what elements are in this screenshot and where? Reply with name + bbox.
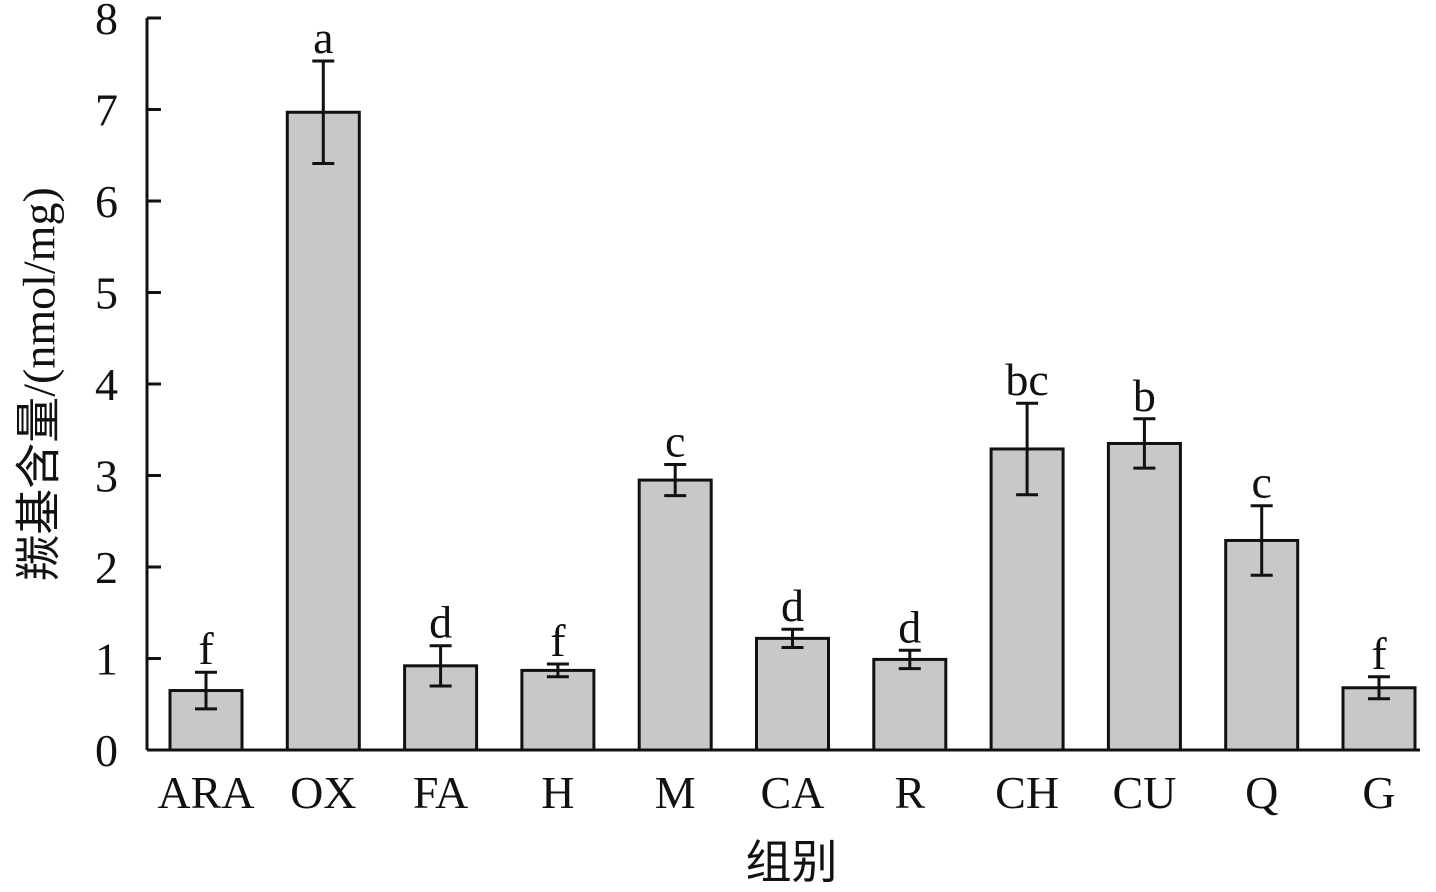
x-tick-label-ch: CH	[995, 767, 1059, 818]
significance-label-h: f	[550, 615, 566, 666]
bar-cu	[1106, 441, 1182, 752]
y-tick-label: 7	[95, 85, 118, 136]
error-bar-g	[1368, 675, 1390, 701]
error-bar-r	[898, 648, 921, 671]
y-tick-label: 8	[95, 0, 118, 44]
significance-label-r: d	[898, 601, 921, 652]
significance-label-fa: d	[429, 597, 452, 648]
x-tick-label-h: H	[541, 767, 574, 818]
bar-m	[637, 478, 713, 752]
y-axis-title: 羰基含量/(nmol/mg)	[14, 187, 65, 581]
x-tick-label-fa: FA	[413, 767, 468, 818]
bar-ox	[285, 110, 361, 752]
y-tick-label: 1	[95, 634, 118, 685]
error-bar-ch	[1016, 401, 1039, 497]
error-bar-ara	[195, 670, 217, 711]
y-tick-label: 6	[95, 176, 118, 227]
x-tick-label-m: M	[655, 767, 696, 818]
x-tick-label-r: R	[894, 767, 925, 818]
error-bar-h	[546, 662, 569, 679]
error-bars	[195, 59, 1390, 711]
x-tick-label-cu: CU	[1112, 767, 1176, 818]
bars	[168, 110, 1417, 752]
significance-label-cu: b	[1133, 370, 1156, 421]
error-bar-m	[664, 463, 687, 498]
significance-label-q: c	[1251, 457, 1271, 508]
error-bar-cu	[1133, 417, 1156, 470]
x-axis-title: 组别	[746, 837, 838, 888]
bar-h	[520, 668, 596, 752]
bar-ch	[989, 447, 1065, 752]
error-bar-ca	[781, 627, 804, 650]
bar-r	[872, 657, 948, 752]
significance-label-g: f	[1371, 628, 1387, 679]
error-bar-ox	[312, 59, 335, 165]
x-tick-labels: ARA OX FA H M CA R CH CU Q G	[157, 767, 1395, 818]
y-tick-label: 5	[95, 268, 118, 319]
x-tick-label-q: Q	[1245, 767, 1278, 818]
x-tick-label-ca: CA	[761, 767, 825, 818]
significance-labels: fad fcd dbc bcf	[198, 12, 1387, 679]
x-tick-label-ox: OX	[290, 767, 356, 818]
x-tick-label-ara: ARA	[157, 767, 254, 818]
y-tick-label: 0	[95, 725, 118, 776]
significance-label-ca: d	[781, 580, 804, 631]
error-bar-q	[1250, 504, 1273, 577]
significance-label-ara: f	[198, 623, 214, 674]
significance-label-ox: a	[313, 12, 333, 63]
significance-label-ch: bc	[1005, 354, 1048, 405]
significance-label-m: c	[665, 416, 685, 467]
error-bar-fa	[429, 644, 452, 688]
x-tick-label-g: G	[1362, 767, 1395, 818]
y-tick-label: 4	[95, 359, 118, 410]
y-tick-label: 3	[95, 451, 118, 502]
y-tick-label: 2	[95, 542, 118, 593]
y-ticks: 0 1 2 3 4 5 6 7 8	[95, 0, 161, 776]
bar-ca	[755, 636, 830, 752]
